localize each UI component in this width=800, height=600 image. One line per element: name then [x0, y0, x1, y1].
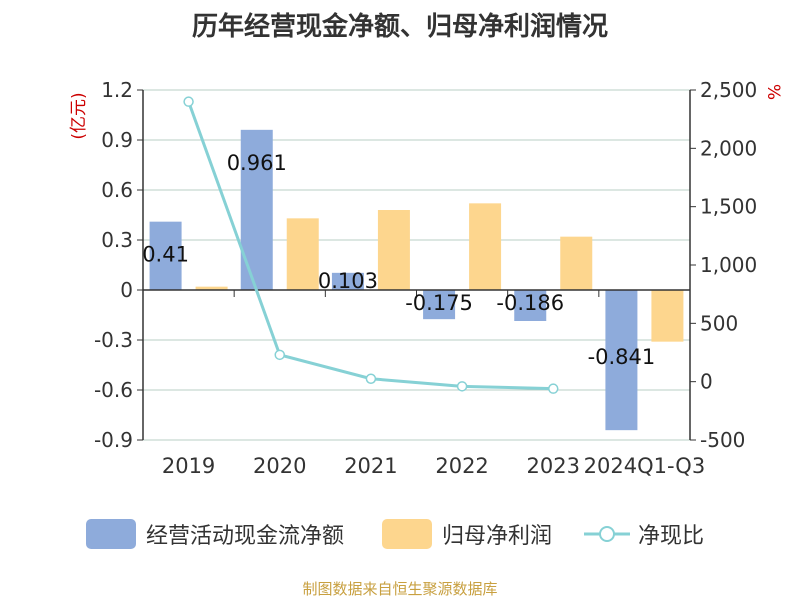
x-tick-label: 2023 — [527, 454, 580, 478]
data-label-cashflow: -0.175 — [405, 291, 473, 315]
data-label-cashflow: 0.961 — [227, 151, 287, 175]
bar-cashflow — [605, 290, 638, 431]
y-tick-label: -0.3 — [94, 328, 133, 352]
y-tick-label: 0 — [120, 278, 133, 302]
bar-net-profit — [560, 236, 593, 290]
y-tick-label: -0.9 — [94, 428, 133, 452]
legend-label-ratio: 净现比 — [638, 524, 705, 549]
bar-net-profit — [286, 218, 319, 290]
y-tick-label: 0.6 — [101, 178, 133, 202]
bar-net-profit — [651, 290, 684, 342]
y-tick-label: -0.6 — [94, 378, 133, 402]
point-ratio — [456, 381, 468, 392]
bar-cashflow — [514, 290, 547, 321]
y2-tick-label: 1,500 — [700, 195, 757, 219]
y2-axis-label: % — [763, 84, 783, 100]
data-label-cashflow: 0.41 — [142, 243, 189, 267]
legend-item-ratio[interactable]: 净现比 — [582, 516, 704, 552]
point-ratio — [274, 349, 285, 361]
x-tick-label: 2024Q1-Q3 — [584, 454, 706, 478]
data-label-cashflow: -0.841 — [588, 345, 656, 369]
data-label-cashflow: 0.103 — [318, 269, 378, 293]
x-tick-label: 2019 — [162, 454, 215, 478]
legend: 经营活动现金流净额 归母净利润 净现比 — [0, 516, 800, 552]
bar-net-profit — [469, 203, 502, 290]
legend-item-cashflow[interactable]: 经营活动现金流净额 — [86, 516, 344, 552]
legend-item-net-profit[interactable]: 归母净利润 — [382, 516, 552, 552]
y2-tick-label: 2,500 — [700, 78, 757, 102]
chart-title: 历年经营现金净额、归母净利润情况 — [191, 12, 608, 42]
y2-tick-label: -500 — [700, 428, 745, 452]
legend-swatch-cashflow — [86, 519, 136, 549]
x-tick-label: 2022 — [435, 454, 488, 478]
y-axis-label: (亿元) — [69, 92, 89, 139]
bar-cashflow — [423, 290, 456, 320]
point-ratio — [183, 96, 194, 107]
data-label-cashflow: -0.186 — [496, 291, 564, 315]
point-ratio — [548, 383, 559, 394]
legend-line-ratio-icon — [584, 526, 630, 542]
legend-swatch-net-profit — [382, 519, 432, 549]
y2-tick-label: 1,000 — [700, 253, 757, 277]
source-note: 制图数据来自恒生聚源数据库 — [302, 580, 498, 598]
bar-cashflow — [149, 221, 182, 290]
bar-net-profit — [195, 286, 228, 290]
x-tick-label: 2020 — [253, 454, 306, 478]
y2-tick-label: 0 — [700, 370, 713, 394]
point-ratio — [365, 373, 377, 384]
y-tick-label: 1.2 — [101, 78, 133, 102]
legend-label-cashflow: 经营活动现金流净额 — [146, 524, 345, 549]
bar-net-profit — [377, 210, 410, 290]
bar-cashflow — [331, 272, 364, 290]
x-tick-label: 2021 — [344, 454, 397, 478]
y2-tick-label: 2,000 — [700, 136, 757, 160]
legend-label-net-profit: 归母净利润 — [442, 524, 553, 549]
y-tick-label: 0.3 — [101, 228, 133, 252]
y-tick-label: 0.9 — [101, 128, 133, 152]
y2-tick-label: 500 — [700, 311, 738, 335]
